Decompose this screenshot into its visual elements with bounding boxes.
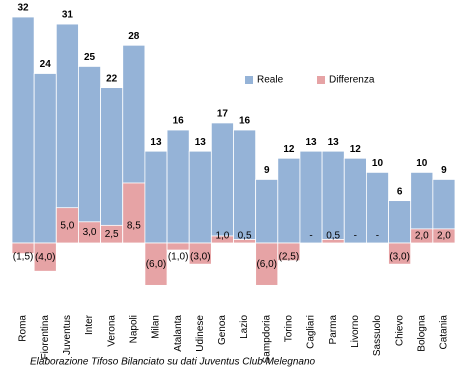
x-tick-label: Genoa	[217, 315, 228, 345]
x-tick-label: Parma	[328, 315, 339, 345]
value-label: 28	[128, 31, 140, 42]
bar	[388, 200, 412, 244]
bar	[388, 242, 412, 265]
bar	[277, 242, 301, 262]
value-label: 2,0	[415, 231, 429, 242]
bar	[188, 150, 212, 244]
value-label: (6,0)	[256, 259, 277, 270]
x-tick-label: Livorno	[350, 315, 361, 348]
value-label: 5,0	[60, 221, 74, 232]
value-label: 13	[195, 137, 207, 148]
value-label: (2,5)	[279, 252, 300, 263]
value-label: 2,0	[437, 231, 451, 242]
bar	[144, 150, 168, 244]
value-label: 12	[283, 144, 295, 155]
bar	[255, 179, 279, 244]
x-tick-label: Verona	[106, 315, 117, 347]
bar	[33, 242, 57, 272]
value-label: -	[376, 231, 379, 242]
bar	[299, 150, 323, 244]
value-label: 6	[397, 186, 403, 197]
bar	[78, 66, 101, 244]
value-label: 0,5	[326, 231, 340, 242]
bar	[11, 16, 35, 244]
bar	[233, 129, 257, 244]
x-tick-label: Milan	[151, 315, 162, 339]
x-tick-label: Inter	[84, 314, 95, 335]
legend-label: Differenza	[329, 75, 375, 86]
value-label: -	[309, 231, 312, 242]
bar	[432, 228, 456, 244]
bar	[166, 242, 190, 251]
bar	[122, 182, 146, 244]
value-label: 25	[84, 52, 96, 63]
x-tick-label: Torino	[284, 315, 295, 343]
bar	[33, 73, 57, 244]
value-label: 32	[18, 3, 30, 14]
bar	[188, 242, 212, 265]
value-label: (6,0)	[146, 259, 167, 270]
x-tick-label: Cagliari	[306, 315, 317, 349]
value-label: 8,5	[127, 221, 141, 232]
value-label: 16	[239, 116, 251, 127]
legend-swatch	[245, 76, 253, 84]
x-tick-label: Sassuolo	[372, 315, 383, 357]
value-label: 0,5	[238, 231, 252, 242]
value-label: 24	[40, 59, 52, 70]
value-label: (3,0)	[389, 252, 410, 263]
value-label: 13	[150, 137, 162, 148]
value-label: 9	[264, 165, 270, 176]
value-label: (4,0)	[35, 252, 56, 263]
legend-label: Reale	[257, 75, 284, 86]
x-tick-label: Catania	[439, 315, 450, 350]
value-label: (1,5)	[13, 252, 34, 263]
x-tick-label: Roma	[18, 315, 29, 342]
value-label: 31	[62, 10, 74, 21]
bar	[321, 150, 345, 244]
value-label: 9	[441, 165, 447, 176]
x-tick-label: Atalanta	[173, 315, 184, 352]
value-label: 12	[350, 144, 362, 155]
value-label: 22	[106, 73, 118, 84]
value-label: 13	[305, 137, 317, 148]
x-tick-label: Sampdoria	[261, 315, 272, 364]
x-tick-label: Juventus	[62, 315, 73, 355]
value-label: 3,0	[83, 227, 97, 238]
x-tick-label: Bologna	[416, 315, 427, 352]
x-tick-label: Napoli	[128, 315, 139, 343]
x-tick-label: Lazio	[239, 315, 250, 339]
value-label: (1,0)	[168, 252, 189, 263]
bar	[277, 157, 301, 244]
value-label: 17	[217, 109, 229, 120]
x-tick-label: Udinese	[195, 315, 206, 352]
bar	[144, 242, 168, 286]
value-label: 2,5	[105, 229, 119, 240]
bar	[166, 129, 190, 244]
bar	[100, 87, 124, 244]
x-tick-label: Chievo	[394, 315, 405, 347]
value-label: (3,0)	[190, 252, 211, 263]
value-label: 16	[173, 116, 185, 127]
x-tick-label: Fiorentina	[40, 315, 51, 360]
legend-swatch	[317, 76, 325, 84]
value-label: -	[354, 231, 357, 242]
value-label: 10	[416, 158, 428, 169]
source-note: Elaborazione Tifoso Bilanciato su dati J…	[30, 357, 316, 368]
value-label: 1,0	[215, 231, 229, 242]
bar	[210, 122, 234, 244]
bar	[255, 242, 279, 286]
value-label: 10	[372, 158, 384, 169]
value-label: 13	[328, 137, 340, 148]
